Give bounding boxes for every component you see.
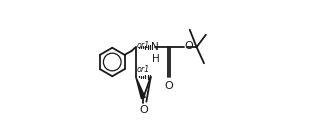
Polygon shape — [136, 77, 145, 99]
Text: O: O — [185, 41, 193, 51]
Text: or1: or1 — [137, 65, 150, 74]
Text: N: N — [151, 42, 159, 51]
Text: H: H — [152, 54, 159, 64]
Text: O: O — [140, 105, 148, 115]
Text: or1: or1 — [137, 41, 150, 50]
Text: O: O — [164, 81, 173, 91]
